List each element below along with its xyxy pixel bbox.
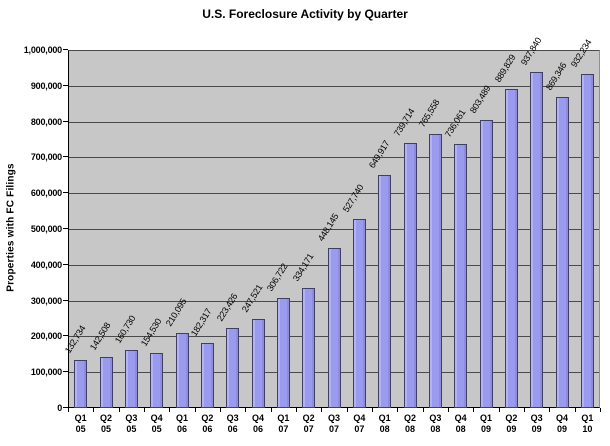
gridline bbox=[69, 85, 599, 87]
x-axis-label: Q1 05 bbox=[74, 413, 87, 434]
y-tick-mark bbox=[63, 49, 68, 50]
y-tick-label: 200,000 bbox=[30, 331, 62, 342]
y-tick-label: 300,000 bbox=[30, 295, 62, 306]
y-tick-mark bbox=[63, 120, 68, 122]
x-tick-mark bbox=[347, 408, 348, 412]
bar bbox=[175, 332, 189, 408]
x-axis-label: Q2 05 bbox=[99, 413, 112, 434]
x-axis-label: Q2 06 bbox=[201, 413, 214, 434]
x-tick-mark bbox=[144, 408, 145, 412]
y-tick-label: 0 bbox=[57, 403, 62, 413]
x-tick-mark bbox=[448, 408, 449, 412]
gridline bbox=[69, 50, 599, 51]
bar bbox=[504, 89, 518, 408]
x-tick-mark bbox=[271, 408, 272, 412]
gridline bbox=[69, 229, 599, 230]
x-tick-mark bbox=[220, 408, 221, 412]
x-axis-label: Q2 09 bbox=[505, 413, 518, 434]
x-axis-label: Q1 08 bbox=[378, 413, 391, 434]
bar bbox=[479, 120, 493, 408]
y-tick-label: 700,000 bbox=[30, 152, 62, 163]
x-axis-label: Q3 08 bbox=[429, 413, 442, 434]
x-axis-label: Q1 07 bbox=[277, 413, 290, 434]
x-tick-mark bbox=[321, 408, 322, 412]
x-axis-label: Q4 08 bbox=[454, 413, 467, 434]
y-tick-label: 400,000 bbox=[30, 259, 62, 270]
bar bbox=[403, 143, 417, 408]
x-tick-mark bbox=[372, 408, 373, 412]
x-axis-label: Q3 07 bbox=[327, 413, 340, 434]
bar bbox=[327, 247, 341, 408]
gridline bbox=[69, 193, 599, 195]
bar bbox=[530, 72, 544, 408]
x-axis-label: Q4 05 bbox=[150, 413, 163, 434]
x-tick-mark bbox=[423, 408, 424, 412]
y-tick-mark bbox=[63, 84, 68, 86]
bar bbox=[428, 133, 442, 408]
bar bbox=[200, 342, 214, 408]
y-tick-mark bbox=[63, 335, 68, 337]
bar bbox=[74, 360, 88, 408]
x-tick-mark bbox=[600, 408, 601, 412]
y-tick-mark bbox=[63, 156, 68, 158]
x-tick-mark bbox=[195, 408, 196, 412]
y-tick-label: 500,000 bbox=[30, 224, 62, 234]
x-axis-label: Q4 07 bbox=[353, 413, 366, 434]
y-tick-label: 800,000 bbox=[30, 116, 62, 127]
x-axis-label: Q1 10 bbox=[581, 413, 594, 434]
gridline bbox=[69, 121, 599, 123]
bar bbox=[124, 350, 138, 408]
x-tick-mark bbox=[397, 408, 398, 412]
y-tick-label: 100,000 bbox=[30, 367, 62, 378]
y-tick-mark bbox=[63, 299, 68, 301]
x-axis-label: Q4 09 bbox=[555, 413, 568, 434]
x-tick-mark bbox=[68, 408, 69, 412]
bar bbox=[378, 175, 392, 408]
x-axis-label: Q3 06 bbox=[226, 413, 239, 434]
y-tick-mark bbox=[63, 263, 68, 265]
y-tick-label: 600,000 bbox=[30, 188, 62, 199]
bar bbox=[555, 96, 569, 408]
y-tick-mark bbox=[63, 192, 68, 194]
y-tick-mark bbox=[63, 228, 68, 229]
x-tick-mark bbox=[245, 408, 246, 412]
y-tick-label: 1,000,000 bbox=[23, 45, 62, 55]
x-tick-mark bbox=[119, 408, 120, 412]
x-tick-mark bbox=[473, 408, 474, 412]
bar bbox=[99, 356, 113, 408]
x-tick-mark bbox=[524, 408, 525, 412]
y-tick-mark bbox=[63, 371, 68, 373]
y-tick-mark bbox=[63, 407, 68, 408]
bar bbox=[352, 219, 366, 408]
x-axis-label: Q4 06 bbox=[251, 413, 264, 434]
x-tick-mark bbox=[296, 408, 297, 412]
x-tick-mark bbox=[549, 408, 550, 412]
bar bbox=[454, 144, 468, 408]
bar bbox=[276, 298, 290, 408]
x-tick-mark bbox=[575, 408, 576, 412]
x-axis-label: Q2 07 bbox=[302, 413, 315, 434]
x-tick-mark bbox=[499, 408, 500, 412]
x-axis-label: Q2 08 bbox=[403, 413, 416, 434]
bar bbox=[580, 74, 594, 408]
bar bbox=[251, 319, 265, 408]
x-axis-label: Q3 09 bbox=[530, 413, 543, 434]
x-axis-label: Q1 09 bbox=[479, 413, 492, 434]
x-axis-label: Q1 06 bbox=[175, 413, 188, 434]
x-tick-mark bbox=[169, 408, 170, 412]
y-tick-label: 900,000 bbox=[30, 80, 62, 91]
bar bbox=[150, 352, 164, 408]
bar bbox=[302, 288, 316, 408]
x-axis-label: Q3 05 bbox=[125, 413, 138, 434]
x-tick-mark bbox=[93, 408, 94, 412]
bar bbox=[226, 328, 240, 408]
gridline bbox=[69, 157, 599, 159]
chart-title: U.S. Foreclosure Activity by Quarter bbox=[202, 7, 408, 21]
